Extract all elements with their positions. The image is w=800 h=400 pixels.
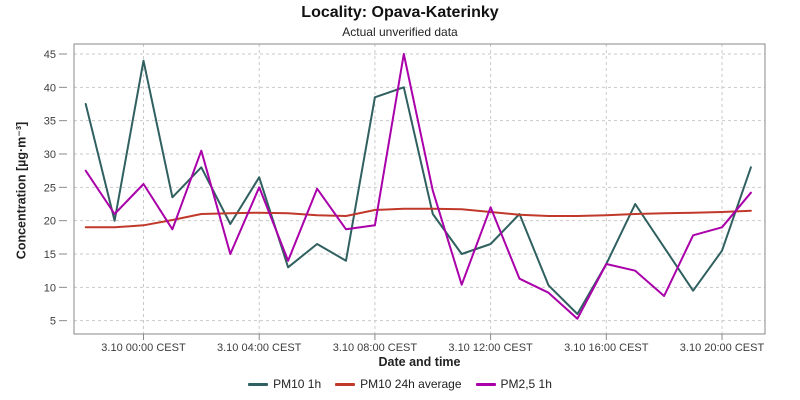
- legend-line-swatch: [475, 382, 496, 386]
- y-tick-label: 20: [44, 216, 56, 228]
- x-tick-label: 3.10 20:00 CEST: [680, 342, 765, 354]
- legend-item: PM10 1h: [248, 377, 321, 391]
- x-tick-label: 3.10 00:00 CEST: [101, 342, 186, 354]
- legend-line-swatch: [335, 382, 356, 386]
- x-tick-label: 3.10 08:00 CEST: [333, 342, 418, 354]
- y-tick-label: 30: [44, 149, 56, 161]
- legend-item: PM10 24h average: [335, 377, 462, 391]
- series-pm10-24h-average: [84, 207, 752, 229]
- y-tick-label: 35: [44, 116, 56, 128]
- y-tick-label: 40: [44, 82, 56, 94]
- page-subtitle: Actual unverified data: [342, 25, 458, 39]
- y-tick-label: 10: [44, 282, 56, 294]
- x-tick-label: 3.10 16:00 CEST: [564, 342, 649, 354]
- plot-border: [73, 43, 766, 335]
- y-tick-label: 25: [44, 182, 56, 194]
- y-tick-label: 15: [44, 249, 56, 261]
- legend-item: PM2,5 1h: [475, 377, 552, 391]
- y-axis-label: Concentration [µg·m⁻³]: [14, 121, 29, 260]
- legend-line-swatch: [248, 382, 269, 386]
- x-axis-label: Date and time: [378, 355, 461, 369]
- page-title: Locality: Opava-Katerinky: [301, 4, 499, 21]
- y-tick-label: 5: [50, 316, 56, 328]
- series-pm2-5-1h: [84, 53, 752, 320]
- legend: PM10 1h PM10 24h average PM2,5 1h: [0, 377, 800, 391]
- legend-label: PM10 24h average: [360, 377, 462, 391]
- x-tick-label: 3.10 04:00 CEST: [217, 342, 302, 354]
- series-pm10-1h: [84, 59, 752, 315]
- x-tick-label: 3.10 12:00 CEST: [448, 342, 533, 354]
- legend-label: PM2,5 1h: [500, 377, 552, 391]
- legend-label: PM10 1h: [273, 377, 322, 391]
- y-tick-label: 45: [44, 49, 56, 61]
